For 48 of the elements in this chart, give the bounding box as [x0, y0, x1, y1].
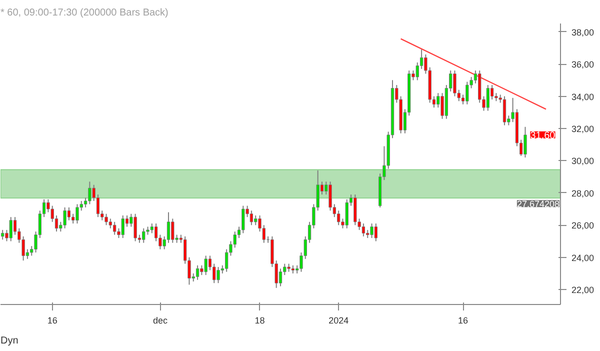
- candlestick: [142, 228, 146, 244]
- band-label: 27,674208: [516, 199, 560, 210]
- candlestick: [134, 213, 137, 242]
- y-tick-label: 36,00: [572, 60, 594, 70]
- candlestick: [242, 205, 245, 234]
- candlestick: [108, 218, 112, 229]
- candlestick: [345, 198, 348, 229]
- candlestick: [63, 206, 66, 229]
- x-tick-label: dec: [152, 316, 168, 326]
- candlestick: [370, 223, 374, 238]
- candlestick: [166, 212, 170, 244]
- chart-title: * 60, 09:00-17:30 (200000 Bars Back): [0, 8, 168, 18]
- y-tick-label: 38,00: [572, 27, 594, 38]
- candlestick: [216, 266, 220, 284]
- candlestick: [171, 218, 174, 244]
- x-tick-label: 18: [254, 316, 265, 326]
- candlestick: [466, 81, 469, 105]
- y-tick-label: 24,00: [572, 252, 594, 263]
- candlestick: [486, 84, 490, 112]
- candlestick: [196, 264, 200, 280]
- candlestick: [374, 223, 378, 242]
- candlestick: [328, 181, 332, 212]
- y-tick-label: 32,00: [572, 124, 594, 134]
- candlestick: [502, 96, 506, 126]
- annotation: 31,60: [530, 130, 556, 142]
- candlestick: [88, 181, 92, 205]
- candlestick: [250, 210, 254, 226]
- y-tick-label: 30,00: [572, 156, 594, 166]
- candlestick: [204, 255, 208, 276]
- text: Dyn: [0, 336, 18, 346]
- candlestick: [121, 214, 124, 238]
- candlestick: [9, 216, 12, 242]
- candlestick: [362, 223, 366, 237]
- candlestick: [336, 210, 340, 226]
- x-tick-label: 2024: [328, 316, 349, 326]
- candlestick: [104, 213, 108, 226]
- candlestick: [254, 214, 258, 226]
- x-tick-label: 16: [47, 316, 58, 326]
- candlestick: [76, 204, 79, 224]
- candlestick: [453, 70, 456, 97]
- x-tick-label: 16: [458, 316, 468, 326]
- candlestick: [524, 126, 527, 158]
- y-tick-label: 34,00: [572, 92, 594, 102]
- y-tick-label: 22,00: [572, 285, 594, 296]
- candlestick: [112, 221, 116, 236]
- y-tick-label: 28,00: [572, 188, 594, 198]
- candlestick: [416, 62, 419, 81]
- y-tick-label: 26,00: [572, 220, 594, 231]
